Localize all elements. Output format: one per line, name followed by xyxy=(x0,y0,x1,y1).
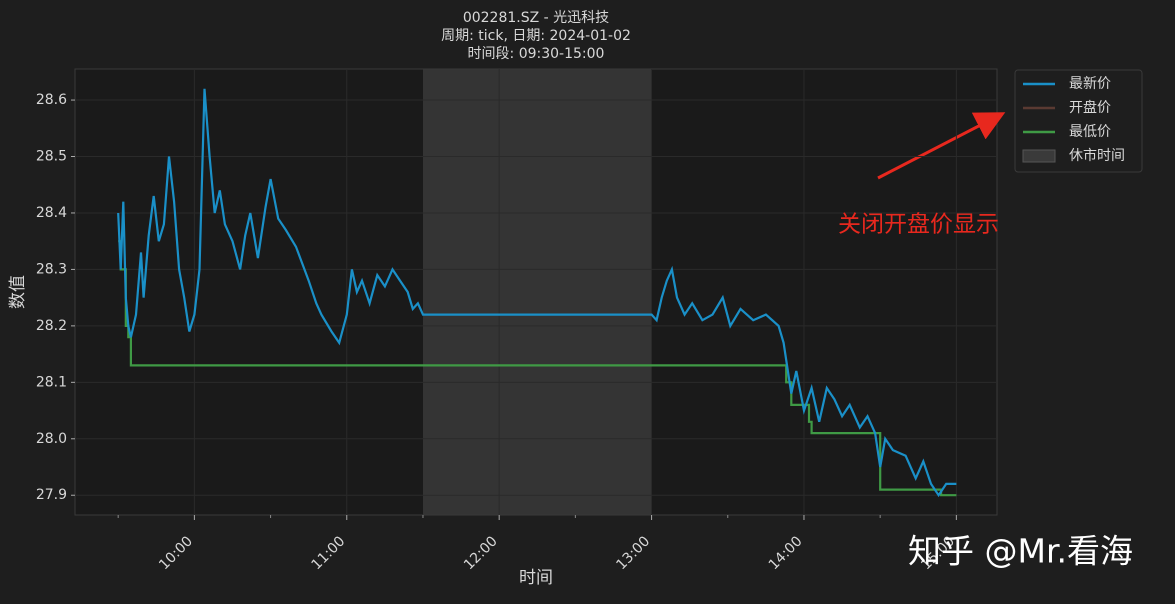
break-span xyxy=(422,69,652,515)
y-tick-label: 28.4 xyxy=(36,205,67,221)
legend-swatch xyxy=(1022,149,1056,163)
chart-subtitle: 周期: tick, 日期: 2024-01-02 xyxy=(441,28,631,44)
legend-box xyxy=(1014,69,1143,173)
y-tick-label: 28.6 xyxy=(36,92,67,108)
annotation-arrow xyxy=(877,112,1006,180)
watermark: 知乎 @Mr.看海 xyxy=(908,532,1133,571)
y-tick-label: 28.1 xyxy=(36,374,67,390)
legend-label: 最新价 xyxy=(1069,76,1111,92)
y-tick-label: 28.2 xyxy=(36,318,67,334)
y-tick-label: 27.9 xyxy=(36,487,67,503)
annotation: 关闭开盘价显示 xyxy=(838,212,999,238)
x-axis-label: 时间 xyxy=(519,568,553,588)
y-tick-label: 28.3 xyxy=(36,261,67,277)
y-axis-label: 数值 xyxy=(8,275,28,309)
chart-title: 002281.SZ - 光迅科技 xyxy=(463,10,609,26)
legend-label: 开盘价 xyxy=(1069,99,1111,116)
y-tick-label: 28.5 xyxy=(36,149,67,165)
series-line xyxy=(117,88,957,498)
legend-label: 休市时间 xyxy=(1069,147,1125,164)
y-tick-label: 28.0 xyxy=(36,431,67,447)
legend-label: 最低价 xyxy=(1069,124,1111,140)
chart-subtitle: 时间段: 09:30-15:00 xyxy=(468,46,605,62)
